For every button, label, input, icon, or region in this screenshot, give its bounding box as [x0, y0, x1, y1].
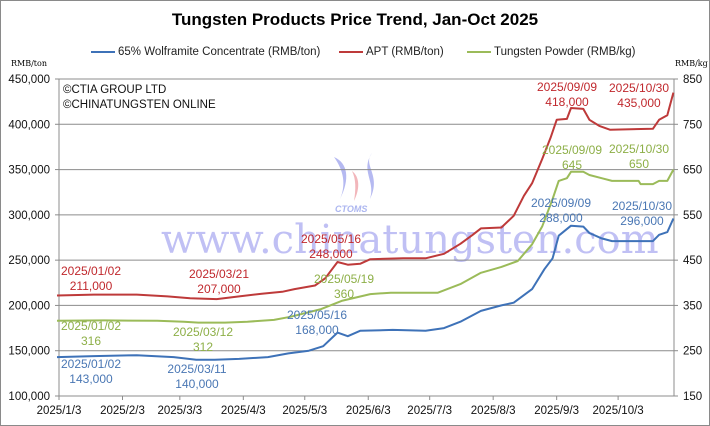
x-tick-label: 2025/7/3 — [407, 405, 452, 417]
annotation-apt-0321: 2025/03/21 207,000 — [179, 267, 259, 297]
y-left-tick-label: 450,000 — [8, 74, 50, 86]
annotation-date: 2025/01/02 — [60, 319, 122, 333]
annotation-date: 2025/05/16 — [286, 308, 348, 322]
annotation-value: 650 — [628, 157, 650, 171]
legend-swatch-red — [339, 51, 363, 53]
annotation-powder-0312: 2025/03/12 312 — [163, 325, 243, 355]
series-line-tungsten-powder — [56, 169, 675, 324]
watermark-url: www.chinatungsten.com — [161, 217, 659, 263]
y-left-tick-label: 100,000 — [8, 391, 50, 403]
annotation-apt-0516: 2025/05/16 248,000 — [291, 232, 371, 262]
ctoms-logo-icon — [334, 153, 374, 201]
annotation-value: 288,000 — [539, 211, 583, 225]
y-right-tick-label: 650 — [683, 165, 702, 177]
annotation-wolframite-0311: 2025/03/11 140,000 — [157, 362, 237, 392]
annotation-powder-0102: 2025/01/02 316 — [51, 319, 131, 349]
legend-label: 65% Wolframite Concentrate (RMB/ton) — [118, 46, 321, 58]
series-line-wolframite — [56, 218, 675, 361]
x-tick-label: 2025/3/3 — [157, 405, 202, 417]
watermark-logo-text: CTOMS — [335, 204, 368, 214]
annotation-value: 316 — [80, 334, 102, 348]
annotation-value: 248,000 — [309, 247, 353, 261]
annotation-value: 418,000 — [545, 95, 589, 109]
annotation-value: 312 — [192, 340, 214, 354]
annotation-date: 2025/09/09 — [530, 196, 592, 210]
annotation-value: 140,000 — [175, 377, 219, 391]
chart-title: Tungsten Products Price Trend, Jan-Oct 2… — [171, 10, 539, 29]
annotation-value: 207,000 — [197, 282, 241, 296]
legend-item-wolframite: 65% Wolframite Concentrate (RMB/ton) — [91, 46, 320, 58]
annotation-powder-0519: 2025/05/19 360 — [304, 272, 384, 302]
annotation-date: 2025/05/19 — [313, 272, 375, 286]
x-tick-label: 2025/8/3 — [471, 405, 516, 417]
annotation-value: 211,000 — [69, 279, 113, 293]
annotation-date: 2025/03/12 — [172, 325, 234, 339]
annotation-powder-1030: 2025/10/30 650 — [599, 142, 679, 172]
series-line-apt — [56, 92, 675, 301]
annotation-powder-0909: 2025/09/09 645 — [532, 143, 612, 173]
legend-label: Tungsten Powder (RMB/kg) — [494, 46, 636, 58]
y-right-tick-label: 550 — [683, 210, 702, 222]
legend-item-powder: Tungsten Powder (RMB/kg) — [467, 46, 635, 58]
annotation-date: 2025/05/16 — [300, 232, 362, 246]
x-tick-label: 2025/6/3 — [346, 405, 391, 417]
y-left-tick-label: 300,000 — [8, 210, 50, 222]
x-tick-label: 2025/1/3 — [37, 405, 82, 417]
left-axis-unit: RMB/ton — [11, 59, 47, 68]
x-tick-label: 2025/5/3 — [282, 405, 327, 417]
annotation-date: 2025/01/02 — [60, 357, 122, 371]
copyright-chinatungsten: ©CHINATUNGSTEN ONLINE — [63, 99, 216, 111]
annotation-value: 435,000 — [617, 96, 661, 110]
x-tick-label: 2025/10/3 — [593, 405, 644, 417]
annotation-apt-1030: 2025/10/30 435,000 — [599, 81, 679, 111]
annotation-date: 2025/10/30 — [611, 199, 673, 213]
annotation-value: 143,000 — [69, 372, 113, 386]
annotation-wolframite-0909: 2025/09/09 288,000 — [521, 196, 601, 226]
y-right-tick-label: 450 — [683, 255, 702, 267]
annotation-date: 2025/10/30 — [608, 81, 670, 95]
annotation-date: 2025/03/11 — [167, 362, 227, 376]
annotation-date: 2025/03/21 — [188, 267, 250, 281]
y-right-tick-label: 350 — [683, 300, 702, 312]
y-left-tick-label: 200,000 — [8, 300, 50, 312]
x-tick-label: 2025/4/3 — [221, 405, 266, 417]
annotation-wolframite-0102: 2025/01/02 143,000 — [51, 357, 131, 387]
legend-swatch-blue — [91, 51, 115, 53]
right-axis-unit: RMB/kg — [675, 59, 708, 68]
annotation-wolframite-1030: 2025/10/30 296,000 — [602, 199, 682, 229]
x-tick-label: 2025/2/3 — [100, 405, 145, 417]
annotation-value: 645 — [561, 158, 583, 172]
annotation-value: 296,000 — [620, 214, 664, 228]
annotation-wolframite-0516: 2025/05/16 168,000 — [277, 308, 357, 338]
y-left-tick-label: 350,000 — [8, 165, 50, 177]
y-left-tick-label: 400,000 — [8, 119, 50, 131]
legend-label: APT (RMB/ton) — [366, 46, 444, 58]
copyright-ctia: ©CTIA GROUP LTD — [63, 84, 167, 96]
annotation-value: 168,000 — [295, 323, 339, 337]
y-right-tick-label: 750 — [683, 119, 702, 131]
annotation-apt-0102: 2025/01/02 211,000 — [51, 264, 131, 294]
y-right-tick-label: 250 — [683, 346, 702, 358]
annotation-date: 2025/09/09 — [536, 80, 598, 94]
legend-item-apt: APT (RMB/ton) — [339, 46, 444, 58]
annotation-apt-0909: 2025/09/09 418,000 — [527, 80, 607, 110]
y-right-tick-label: 150 — [683, 391, 702, 403]
annotation-value: 360 — [333, 287, 355, 301]
annotation-date: 2025/01/02 — [60, 264, 122, 278]
annotation-date: 2025/09/09 — [541, 143, 603, 157]
y-right-tick-label: 850 — [683, 74, 702, 86]
annotation-date: 2025/10/30 — [608, 142, 670, 156]
y-left-tick-label: 150,000 — [8, 346, 50, 358]
y-left-tick-label: 250,000 — [8, 255, 50, 267]
legend-swatch-green — [467, 51, 491, 53]
x-tick-label: 2025/9/3 — [534, 405, 579, 417]
